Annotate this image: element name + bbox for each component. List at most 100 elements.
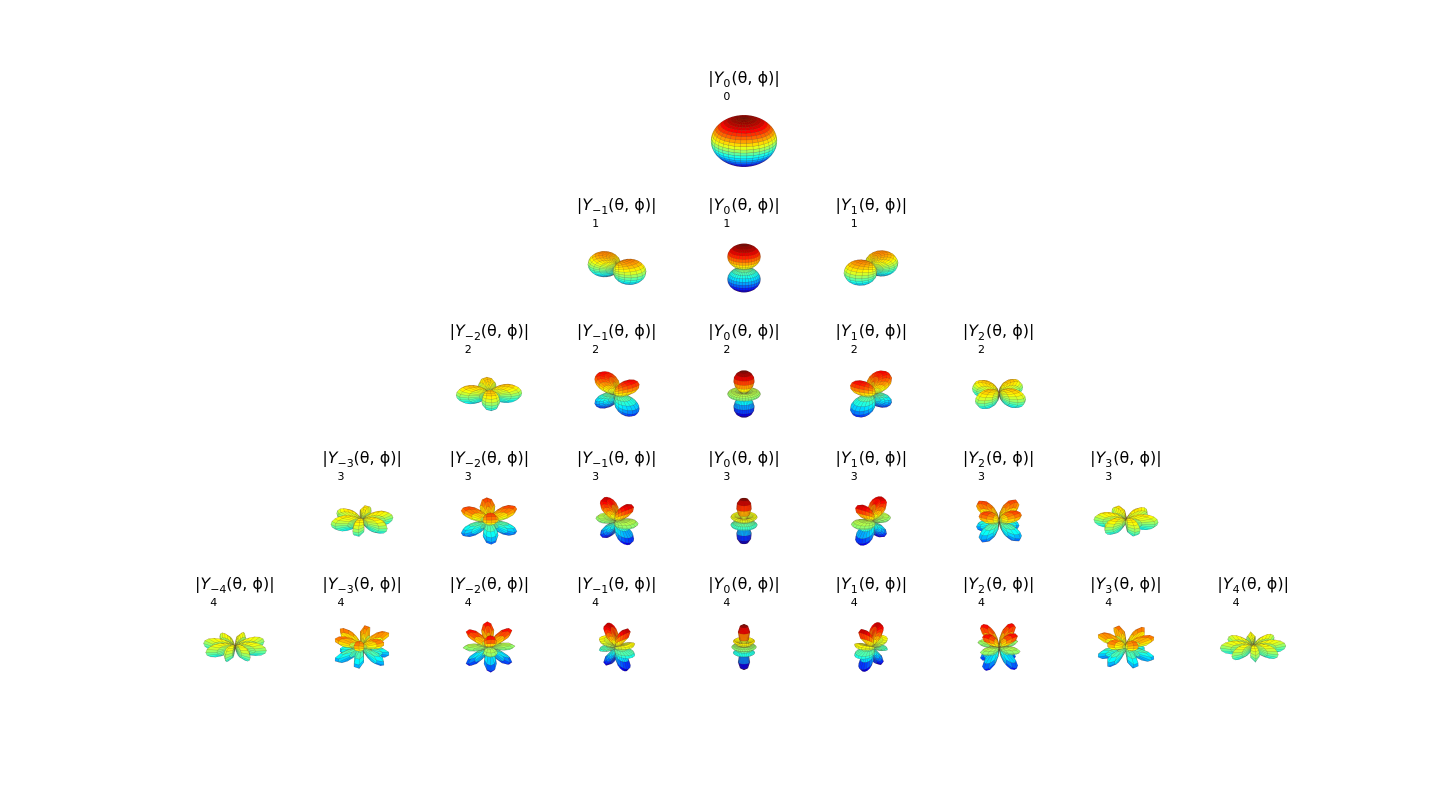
surface-mesh [1220,631,1287,663]
plot-title: |Y −3 3 (θ, ϕ)| [322,447,402,483]
harmonic-surface [463,621,516,673]
plot-title: |Y 1 1 (θ, ϕ)| [835,194,908,230]
plot-title: |Y 1 3 (θ, ϕ)| [835,447,908,483]
harmonic-surface [854,622,889,672]
plot-title: |Y −1 1 (θ, ϕ)| [576,194,657,230]
surface-mesh [730,497,758,544]
harmonic-surface [1220,631,1287,663]
harmonic-surface [203,631,267,663]
plot-title: |Y −1 2 (θ, ϕ)| [576,321,657,356]
surface-mesh [1093,505,1159,536]
surface-mesh [844,249,899,286]
plot-title: |Y −1 3 (θ, ϕ)| [576,447,657,483]
plot-title: |Y 0 4 (θ, ϕ)| [708,574,780,609]
harmonic-plot-l4-m-3: |Y −3 4 (θ, ϕ)| [292,574,432,694]
harmonic-surface [330,504,394,537]
harmonic-surface [851,495,892,546]
harmonic-surface [727,243,761,292]
harmonic-plot-l3-m-1: |Y −1 3 (θ, ϕ)| [547,448,687,568]
harmonic-plot-l4-m-2: |Y −2 4 (θ, ϕ)| [419,574,559,694]
surface-mesh [854,622,889,672]
surface-mesh [731,623,757,671]
harmonic-plot-l2-m2: |Y 2 2 (θ, ϕ)| [929,321,1069,441]
plot-title: |Y 1 4 (θ, ϕ)| [835,574,908,609]
plot-title: |Y −4 4 (θ, ϕ)| [195,574,275,609]
harmonic-surface [598,622,636,672]
harmonic-surface [844,249,899,286]
surface-mesh [971,379,1026,409]
surface-mesh [203,631,267,663]
harmonic-plot-l4-m-4: |Y −4 4 (θ, ϕ)| [165,574,305,694]
harmonic-plot-l4-m3: |Y 3 4 (θ, ϕ)| [1056,574,1196,694]
harmonic-surface [710,115,778,167]
harmonic-plot-l1-m0: |Y 0 1 (θ, ϕ)| [674,195,814,315]
plot-title: |Y 3 3 (θ, ϕ)| [1090,447,1162,483]
harmonic-plot-l3-m3: |Y 3 3 (θ, ϕ)| [1056,448,1196,568]
surface-mesh [1097,625,1155,669]
harmonic-surface [594,371,640,417]
surface-mesh [456,376,523,412]
harmonic-surface [587,250,646,285]
plot-title: |Y 4 4 (θ, ϕ)| [1217,574,1289,609]
plot-title: |Y 0 3 (θ, ϕ)| [708,447,780,483]
surface-mesh [727,243,761,292]
plot-title: |Y −2 3 (θ, ϕ)| [449,447,530,483]
harmonic-plot-l3-m-2: |Y −2 3 (θ, ϕ)| [419,448,559,568]
harmonic-plot-l2-m1: |Y 1 2 (θ, ϕ)| [801,321,941,441]
harmonic-surface [727,370,761,418]
plot-title: |Y −2 2 (θ, ϕ)| [449,321,530,356]
surface-mesh [594,371,640,417]
surface-mesh [977,623,1021,671]
harmonic-plot-l3-m1: |Y 1 3 (θ, ϕ)| [801,448,941,568]
harmonic-plot-l1-m-1: |Y −1 1 (θ, ϕ)| [547,195,687,315]
harmonic-surface [461,496,518,545]
harmonic-plot-l2-m-2: |Y −2 2 (θ, ϕ)| [419,321,559,441]
harmonic-plot-l3-m-3: |Y −3 3 (θ, ϕ)| [292,448,432,568]
harmonic-surface [730,497,758,544]
surface-mesh [463,621,516,673]
harmonic-plot-l2-m-1: |Y −1 2 (θ, ϕ)| [547,321,687,441]
harmonic-surface [971,379,1026,409]
harmonic-plot-l3-m2: |Y 2 3 (θ, ϕ)| [929,448,1069,568]
plot-title: |Y 2 2 (θ, ϕ)| [962,321,1035,356]
surface-mesh [850,370,893,418]
surface-mesh [330,504,394,537]
surface-mesh [727,370,761,418]
surface-mesh [710,115,778,167]
harmonic-plot-l4-m0: |Y 0 4 (θ, ϕ)| [674,574,814,694]
surface-mesh [595,496,639,545]
surface-mesh [975,499,1022,542]
harmonic-surface [850,370,893,418]
plot-title: |Y −3 4 (θ, ϕ)| [322,574,402,609]
surface-mesh [587,250,646,285]
plot-title: |Y −2 4 (θ, ϕ)| [449,574,530,609]
harmonic-plot-l4-m4: |Y 4 4 (θ, ϕ)| [1183,574,1323,694]
plot-title: |Y 0 0 (θ, ϕ)| [708,68,780,103]
plot-title: |Y 1 2 (θ, ϕ)| [835,321,908,356]
harmonic-plot-l4-m1: |Y 1 4 (θ, ϕ)| [801,574,941,694]
surface-mesh [851,495,892,546]
harmonic-surface [975,499,1022,542]
harmonic-plot-l4-m-1: |Y −1 4 (θ, ϕ)| [547,574,687,694]
harmonic-surface [731,623,757,671]
plot-title: |Y 2 4 (θ, ϕ)| [962,574,1035,609]
plot-title: |Y −1 4 (θ, ϕ)| [576,574,657,609]
plot-title: |Y 2 3 (θ, ϕ)| [962,447,1035,483]
harmonic-surface [595,496,639,545]
harmonic-plot-l3-m0: |Y 0 3 (θ, ϕ)| [674,448,814,568]
harmonic-surface [1093,505,1159,536]
surface-mesh [461,496,518,545]
harmonic-surface [334,625,390,669]
harmonic-plot-l1-m1: |Y 1 1 (θ, ϕ)| [801,195,941,315]
plot-title: |Y 0 2 (θ, ϕ)| [708,321,780,356]
harmonic-plot-l0-m0: |Y 0 0 (θ, ϕ)| [674,68,814,188]
plot-title: |Y 0 1 (θ, ϕ)| [708,194,780,230]
harmonic-plot-l2-m0: |Y 0 2 (θ, ϕ)| [674,321,814,441]
plot-title: |Y 3 4 (θ, ϕ)| [1090,574,1162,609]
harmonic-surface [456,376,523,412]
harmonic-surface [977,623,1021,671]
surface-mesh [598,622,636,672]
harmonic-plot-l4-m2: |Y 2 4 (θ, ϕ)| [929,574,1069,694]
surface-mesh [334,625,390,669]
